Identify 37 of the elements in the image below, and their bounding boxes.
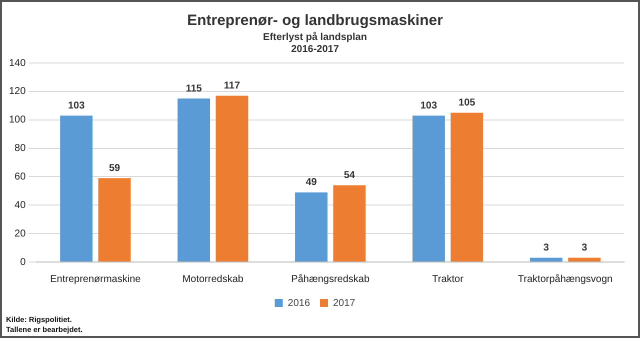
data-label: 115 (186, 83, 202, 94)
bar (450, 112, 484, 262)
data-label: 103 (420, 100, 438, 112)
legend-label: 2016 (288, 298, 310, 309)
bar (530, 258, 562, 262)
x-tick-label: Motorredskab (182, 274, 244, 285)
data-label: 49 (306, 177, 318, 188)
bar (60, 116, 93, 262)
chart-subtitle: Efterlyst på landsplan 2016-2017 (263, 30, 367, 55)
data-label: 3 (582, 242, 588, 254)
y-tick-label: 20 (14, 228, 26, 240)
x-tick-label: Traktor (432, 274, 464, 285)
data-label: 59 (108, 162, 121, 174)
bar (216, 96, 248, 262)
x-tick-label: Traktorpåhængsvogn (518, 272, 613, 285)
y-tick-label: 80 (14, 143, 26, 154)
y-tick-label: 60 (14, 171, 26, 182)
bar (98, 178, 131, 262)
chart-title: Entreprenør- og landbrugsmaskiner (187, 12, 444, 30)
data-label: 3 (543, 242, 550, 254)
y-tick-label: 0 (20, 256, 26, 268)
bar (333, 185, 366, 262)
x-tick-label: Påhængsredskab (291, 272, 370, 285)
y-tick-label: 40 (14, 200, 26, 211)
data-label: 117 (224, 80, 240, 92)
x-tick-label: Entreprenørmaskine (50, 274, 142, 285)
y-tick-label: 120 (8, 86, 26, 98)
data-label: 54 (344, 170, 356, 181)
y-tick-label: 100 (8, 114, 26, 126)
bar (568, 258, 601, 262)
bar (412, 116, 445, 262)
data-label: 103 (68, 100, 86, 112)
bar (178, 98, 210, 262)
data-label: 105 (458, 98, 476, 108)
bar (295, 192, 328, 262)
legend-label: 2017 (333, 298, 356, 309)
y-tick-label: 140 (8, 58, 26, 69)
